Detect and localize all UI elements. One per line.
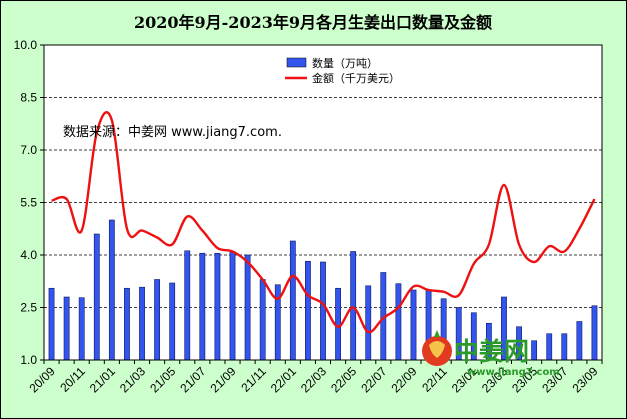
- bar: [259, 279, 266, 361]
- amount-line: [51, 111, 596, 334]
- bar: [591, 305, 598, 361]
- watermark: 中姜网 www.jiang7.com: [422, 330, 560, 378]
- bar: [531, 340, 538, 361]
- legend-label-amount: 金额（千万美元）: [312, 71, 400, 85]
- x-tick-label: 21/09: [208, 364, 239, 395]
- y-tick-label: 4.0: [20, 248, 37, 262]
- bar: [184, 250, 191, 361]
- bar: [169, 282, 176, 361]
- legend-swatch-quantity: [286, 57, 307, 68]
- bar: [365, 285, 372, 361]
- x-tick-label: 20/11: [57, 364, 88, 395]
- bar: [199, 252, 206, 361]
- x-tick-label: 22/05: [328, 364, 359, 395]
- y-tick-label: 5.5: [20, 196, 37, 210]
- bar: [244, 254, 251, 361]
- x-tick-label: 21/03: [117, 364, 148, 395]
- x-tick-label: 20/09: [27, 364, 58, 395]
- y-tick-label: 8.5: [20, 91, 37, 105]
- x-tick-label: 22/07: [358, 364, 389, 395]
- bar: [154, 279, 161, 361]
- x-tick-label: 21/05: [147, 364, 178, 395]
- bar: [305, 260, 311, 361]
- x-tick-label: 21/01: [87, 364, 118, 395]
- x-tick-label: 21/11: [238, 364, 269, 395]
- bar: [48, 287, 55, 361]
- y-tick-label: 2.5: [20, 301, 37, 315]
- source-annotation: 数据来源：中姜网 www.jiang7.com.: [63, 125, 282, 140]
- bar: [139, 286, 145, 361]
- legend: 数量（万吨） 金额（千万美元）: [285, 54, 445, 87]
- y-tick-label: 1.0: [20, 353, 37, 367]
- legend-label-quantity: 数量（万吨）: [312, 57, 378, 70]
- bar: [320, 261, 326, 361]
- bar: [395, 283, 402, 361]
- x-tick-label: 22/01: [268, 364, 299, 395]
- y-axis-ticks: 1.0 2.5 4.0 5.5 7.0 8.5 10.0: [14, 38, 44, 367]
- watermark-url: www.jiang7.com: [467, 367, 560, 378]
- bar: [229, 251, 236, 361]
- legend-box: [304, 54, 445, 87]
- x-tick-label: 23/09: [569, 364, 600, 395]
- bar: [93, 233, 100, 361]
- bar: [576, 321, 583, 361]
- watermark-text: 中姜网: [454, 337, 529, 366]
- y-tick-label: 7.0: [20, 143, 37, 157]
- bar: [350, 251, 357, 361]
- bar: [561, 333, 568, 361]
- bar: [546, 333, 553, 361]
- ginger-logo-icon: [422, 330, 452, 366]
- bar: [410, 289, 417, 361]
- bar: [63, 296, 70, 361]
- gridlines: [44, 97, 602, 308]
- x-tick-label: 22/09: [388, 364, 419, 395]
- bar: [124, 287, 130, 361]
- bar: [289, 240, 296, 361]
- bar: [78, 297, 85, 361]
- amount-line-layer: [51, 111, 596, 334]
- y-tick-label: 10.0: [14, 38, 38, 52]
- x-tick-label: 22/03: [298, 364, 329, 395]
- chart-title: 2020年9月-2023年9月各月生姜出口数量及金额: [134, 13, 492, 32]
- x-tick-label: 22/11: [419, 364, 450, 395]
- bar: [108, 219, 115, 361]
- bar: [214, 252, 221, 361]
- x-tick-label: 21/07: [177, 364, 208, 395]
